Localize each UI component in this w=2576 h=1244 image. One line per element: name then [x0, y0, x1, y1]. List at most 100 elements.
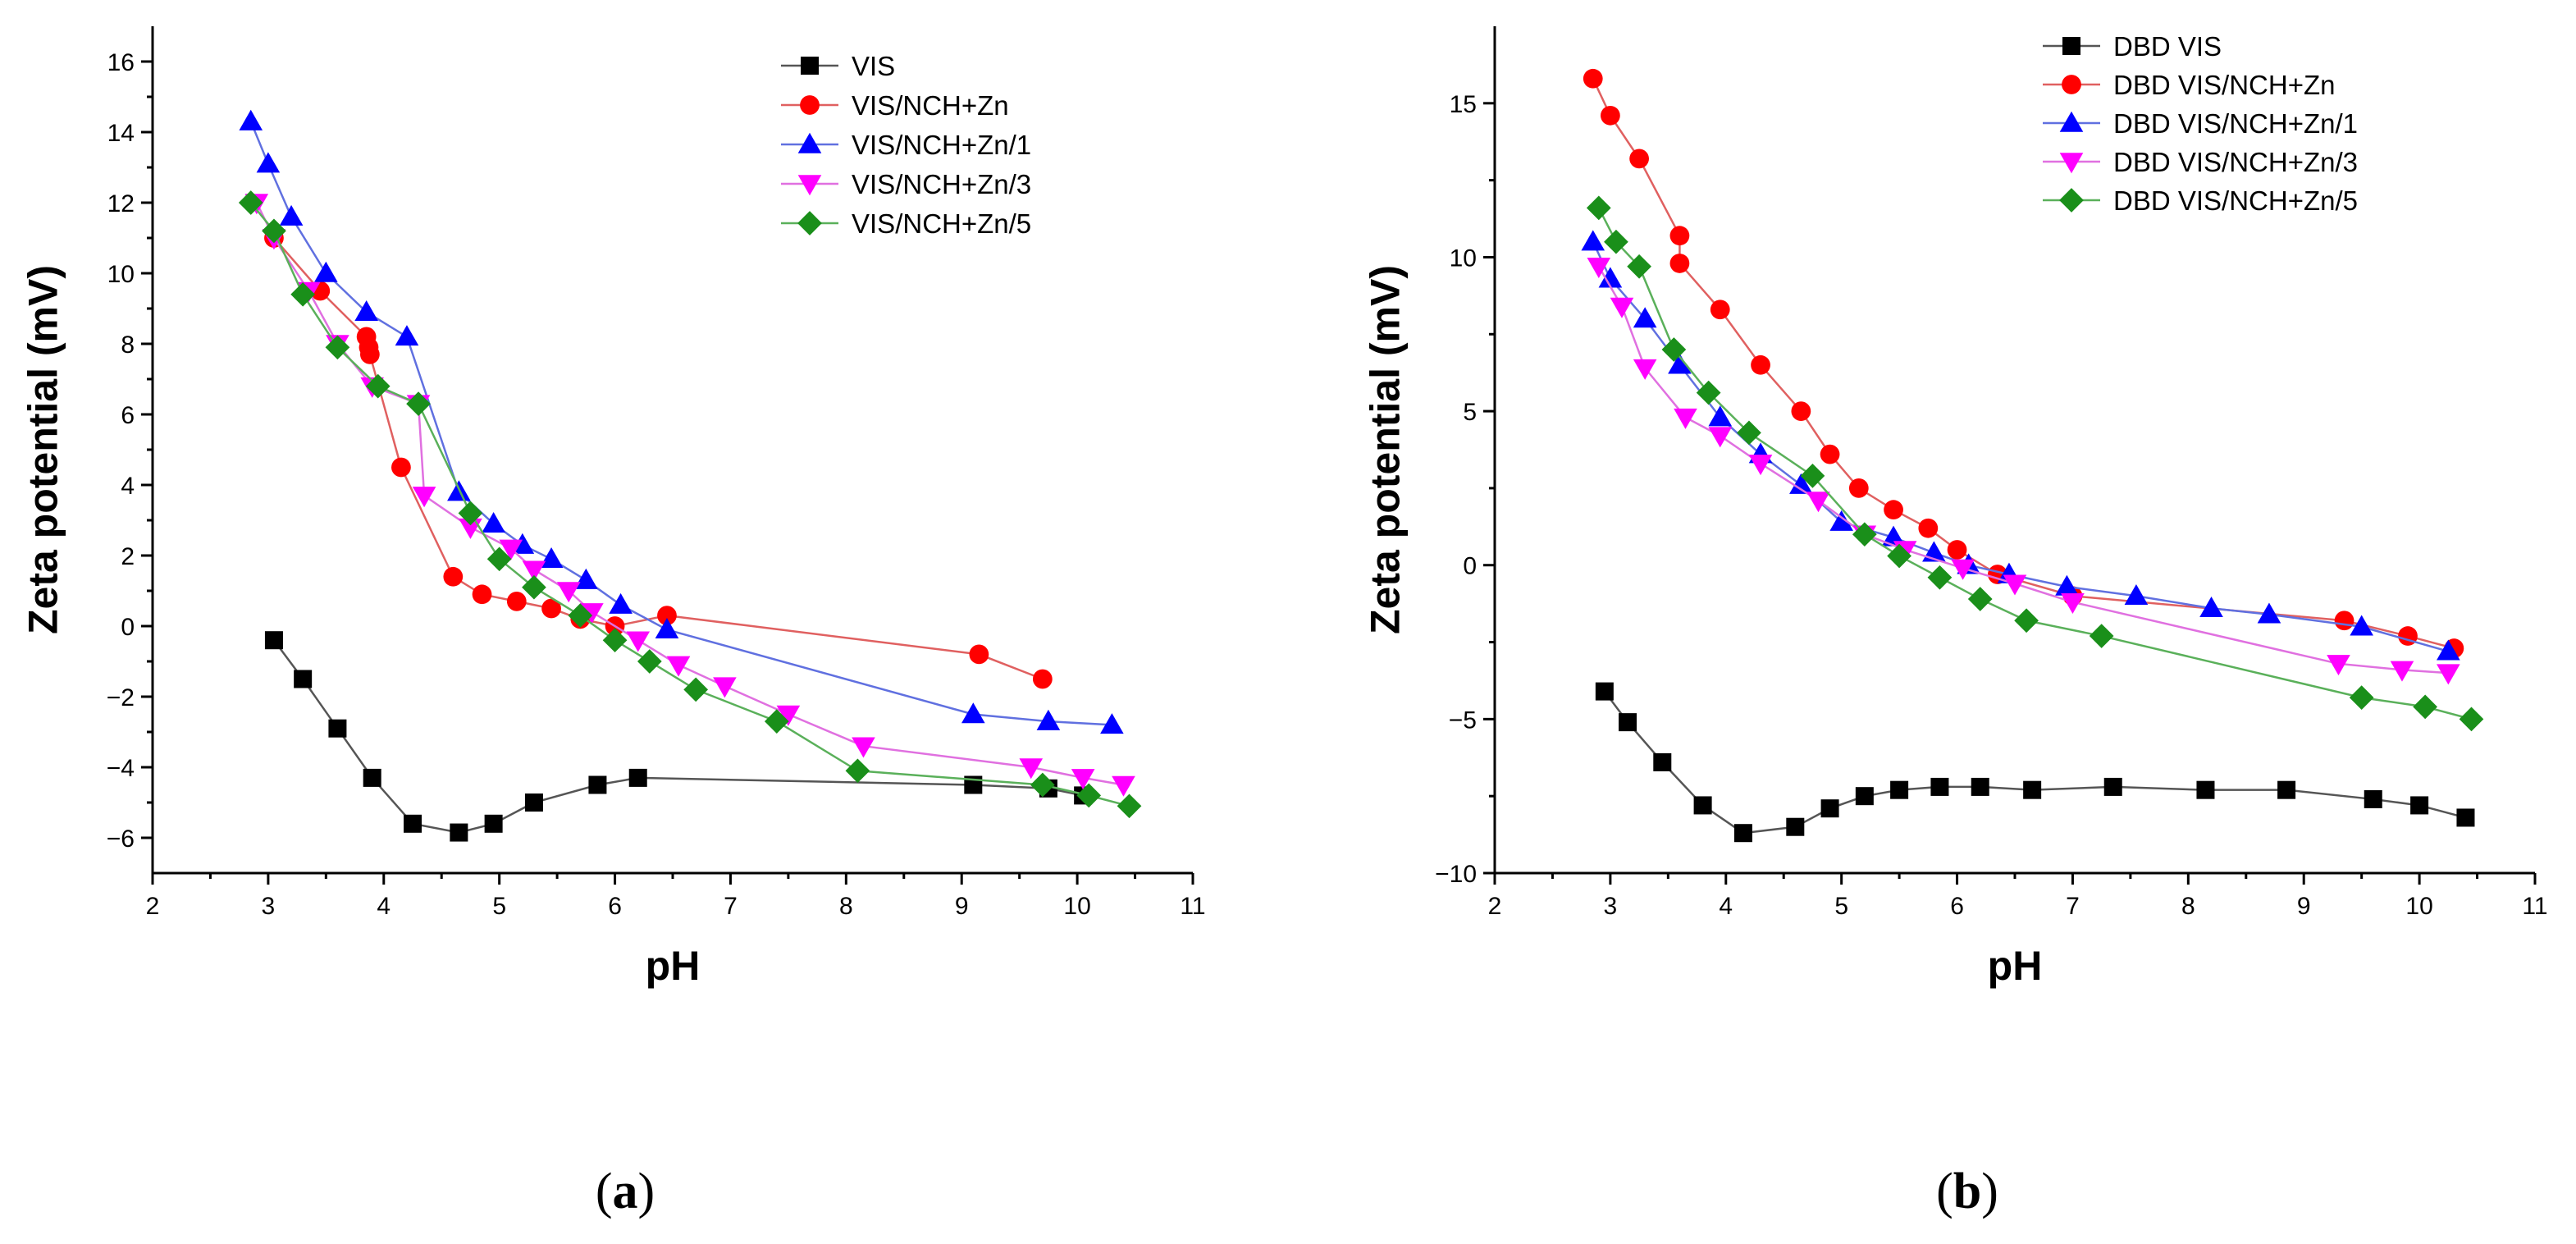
data-point-a-1-13 [969, 644, 989, 665]
data-point-a-1-14 [1032, 669, 1053, 689]
data-point-b-2-17 [2437, 639, 2460, 661]
y-axis-title-a: Zeta potential (mV) [21, 265, 66, 634]
x-tick-label-a-8: 8 [839, 893, 853, 920]
y-tick-label-b-15: 15 [1450, 91, 1477, 118]
panel-label-b-open: ( [1936, 1164, 1953, 1219]
data-point-a-4-1 [262, 218, 286, 244]
data-point-a-0-3 [363, 768, 381, 787]
data-point-a-4-7 [486, 547, 512, 572]
x-tick-label-b-3: 3 [1604, 893, 1618, 920]
axes-b [1493, 26, 2535, 875]
data-point-a-3-10 [556, 582, 581, 603]
data-point-b-0-17 [2456, 808, 2475, 827]
x-tick-label-a-10: 10 [1063, 893, 1090, 920]
data-point-b-1-9 [1848, 478, 1869, 498]
data-point-b-0-13 [2196, 780, 2215, 799]
y-tick-label-a-14: 14 [107, 120, 135, 147]
data-point-b-1-11 [1918, 518, 1939, 538]
y-tick-label-a--6: −6 [107, 826, 135, 853]
panel-label-a-close: ) [638, 1164, 655, 1219]
data-point-a-1-8 [506, 592, 527, 611]
legend-label-a-3: VIS/NCH+Zn/3 [852, 169, 1031, 199]
data-point-b-3-1 [1610, 297, 1634, 318]
y-tick-label-a-16: 16 [107, 49, 135, 76]
data-point-a-0-1 [294, 670, 313, 688]
data-point-b-4-4 [1696, 380, 1721, 405]
data-point-a-3-9 [522, 560, 546, 582]
data-point-b-4-13 [2349, 685, 2374, 710]
legend-label-b-4: DBD VIS/NCH+Zn/5 [2113, 185, 2358, 216]
legend-label-b-0: DBD VIS [2113, 31, 2222, 62]
data-point-a-4-3 [325, 335, 350, 360]
legend-label-a-0: VIS [852, 51, 895, 81]
data-point-b-0-5 [1786, 817, 1805, 836]
data-point-a-2-15 [1100, 713, 1124, 734]
data-point-a-4-2 [290, 281, 316, 307]
axes-a [151, 26, 1193, 875]
data-point-a-2-1 [256, 152, 281, 173]
legend-marker-a-3 [797, 175, 822, 196]
data-point-a-2-13 [961, 702, 985, 724]
x-tick-label-a-6: 6 [608, 893, 622, 920]
data-point-b-3-12 [2327, 655, 2350, 676]
data-point-b-4-2 [1627, 254, 1651, 279]
data-point-b-2-6 [1789, 473, 1813, 494]
data-point-a-0-2 [328, 719, 347, 738]
data-point-b-4-3 [1661, 337, 1687, 362]
data-point-a-1-5 [391, 457, 411, 478]
x-tick-label-a-5: 5 [492, 893, 506, 920]
x-tick-label-b-7: 7 [2066, 893, 2080, 920]
data-point-b-0-4 [1733, 824, 1752, 843]
data-point-b-4-15 [2459, 707, 2484, 732]
data-point-a-3-11 [580, 603, 604, 624]
data-point-b-0-15 [2364, 789, 2382, 808]
data-point-b-3-0 [1587, 257, 1611, 279]
data-point-b-3-9 [1951, 559, 1975, 580]
x-tick-label-b-6: 6 [1950, 893, 1964, 920]
data-point-b-1-1 [1601, 105, 1620, 126]
data-point-b-2-15 [2257, 602, 2281, 624]
data-point-b-0-9 [1930, 777, 1949, 796]
data-point-a-3-14 [713, 677, 737, 698]
data-point-a-4-5 [406, 391, 431, 416]
data-point-a-2-11 [609, 592, 633, 614]
data-point-a-0-6 [484, 814, 503, 833]
data-point-b-1-15 [2334, 611, 2354, 631]
legend-marker-b-0 [2062, 37, 2080, 55]
data-point-b-4-9 [1927, 565, 1953, 590]
data-point-a-3-19 [1112, 775, 1135, 797]
data-point-a-2-0 [239, 109, 263, 130]
x-tick-label-a-4: 4 [377, 893, 391, 920]
data-point-b-0-0 [1595, 682, 1614, 701]
data-point-a-2-9 [539, 547, 564, 569]
y-tick-label-a-6: 6 [121, 402, 135, 429]
data-point-a-3-17 [1019, 758, 1044, 780]
data-point-a-0-8 [588, 775, 607, 794]
data-point-a-4-14 [845, 758, 870, 784]
data-point-b-1-2 [1629, 149, 1649, 169]
x-axis-title-a: pH [646, 943, 701, 989]
data-point-a-3-6 [412, 487, 436, 508]
data-point-a-0-0 [264, 631, 283, 650]
data-point-a-2-12 [655, 618, 679, 639]
data-point-b-3-13 [2390, 661, 2414, 682]
data-point-a-2-2 [279, 204, 304, 226]
data-point-a-0-7 [524, 794, 543, 812]
data-point-b-2-14 [2199, 596, 2223, 617]
data-point-a-0-5 [450, 823, 468, 842]
data-point-a-2-14 [1036, 709, 1061, 730]
data-point-b-3-3 [1674, 408, 1697, 429]
y-tick-label-b--5: −5 [1449, 707, 1477, 734]
panel-label-b-letter: b [1953, 1164, 1981, 1219]
legend-label-b-2: DBD VIS/NCH+Zn/1 [2113, 108, 2358, 139]
data-point-a-4-17 [1117, 794, 1142, 819]
x-tick-label-a-9: 9 [955, 893, 969, 920]
data-point-a-0-9 [628, 768, 647, 787]
data-point-a-1-12 [657, 606, 677, 625]
legend-marker-a-0 [801, 57, 819, 75]
data-point-b-1-8 [1820, 444, 1840, 464]
data-point-a-3-8 [499, 539, 523, 560]
data-point-b-1-10 [1884, 500, 1903, 520]
legend-marker-a-2 [797, 132, 822, 153]
x-tick-label-b-4: 4 [1719, 893, 1733, 920]
